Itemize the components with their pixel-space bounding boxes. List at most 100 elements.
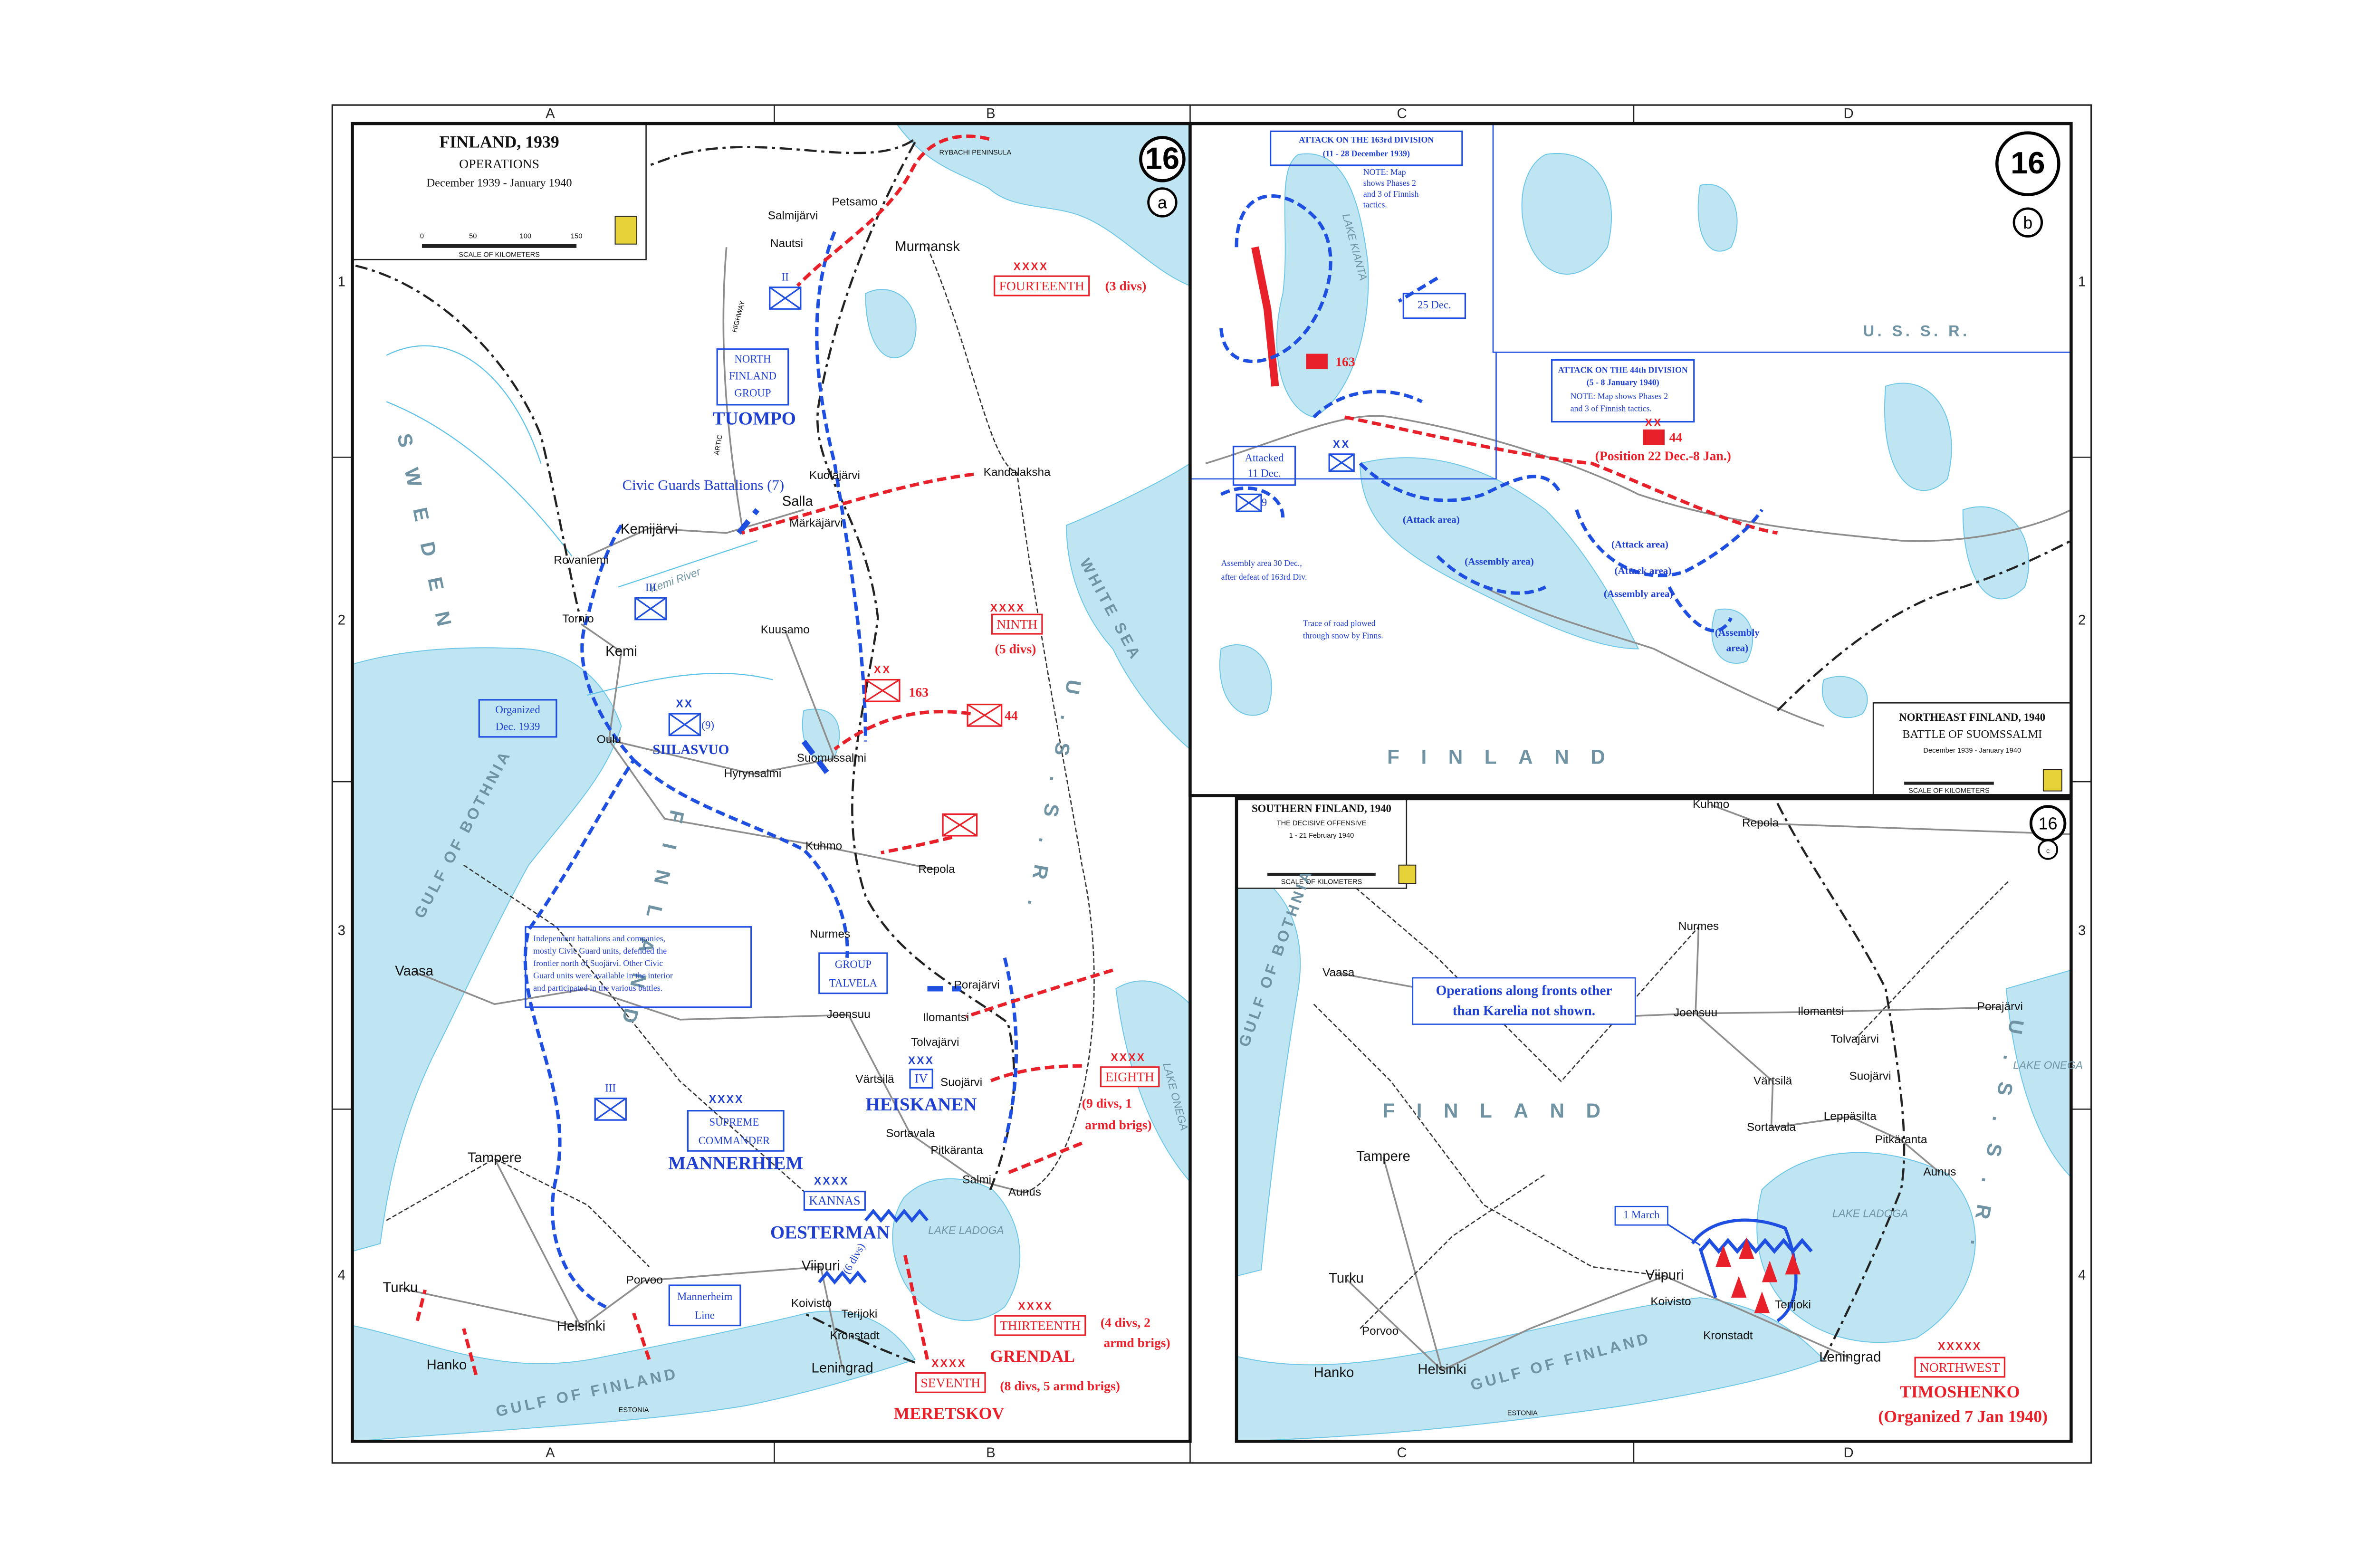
region-name: LAKE ONEGA: [2013, 1059, 2083, 1071]
inset-note: NOTE: Map shows Phases 2: [1571, 392, 1668, 401]
sweden-border: [355, 264, 583, 621]
place-name: Turku: [1329, 1271, 1364, 1286]
row-label: 1: [338, 275, 345, 290]
inset-label: XX: [1333, 438, 1351, 450]
map-number: 16: [1145, 141, 1179, 175]
column-label: A: [546, 106, 555, 121]
inset-label: (Assembly area): [1465, 555, 1534, 567]
soviet-163-column: [1251, 246, 1279, 387]
inset-note: and 3 of Finnish: [1363, 189, 1419, 199]
title: FINLAND, 1939: [439, 133, 559, 152]
place-name: Viipuri: [1646, 1268, 1684, 1283]
railways: [386, 247, 1095, 1267]
unit-label: (8 divs, 5 armd brigs): [1000, 1378, 1120, 1393]
map-a: [351, 122, 1192, 1443]
scale-tick: 50: [469, 232, 477, 240]
column-label: B: [986, 106, 996, 121]
inset-label: XX: [1645, 416, 1663, 429]
gulf-of-finland: [352, 1310, 916, 1442]
place-name: Hyrynsalmi: [724, 767, 782, 780]
place-name: Joensuu: [1674, 1006, 1717, 1019]
unit-label: SIILASVUO: [652, 742, 729, 757]
place-name: Koivisto: [1650, 1295, 1691, 1308]
place-name: Kuusamo: [761, 623, 810, 636]
inset-header: ATTACK ON THE 163rd DIVISION: [1299, 135, 1434, 144]
inset-header: (11 - 28 December 1939): [1323, 149, 1410, 159]
place-name: Tolvajärvi: [1830, 1033, 1879, 1046]
column-label: B: [986, 1445, 996, 1461]
place-name: Murmansk: [895, 239, 960, 254]
place-name: Pitkäranta: [1875, 1133, 1927, 1146]
unit-label: IV: [915, 1072, 928, 1086]
unit-label: NORTHWEST: [1920, 1360, 2000, 1375]
scale-tick: 100: [520, 232, 531, 240]
map-b-frame: [1188, 122, 2073, 797]
place-name: Salla: [782, 494, 814, 509]
title: THE DECISIVE OFFENSIVE: [1277, 820, 1367, 827]
place-name: Nautsi: [770, 237, 803, 250]
unit-label: Dec. 1939: [496, 721, 540, 733]
inset-boundary: [1492, 124, 2071, 353]
place-name: Tornio: [562, 612, 594, 625]
column-label: D: [1843, 1445, 1853, 1461]
gulf-of-bothnia: [1236, 864, 1301, 1277]
unit-label: KANNAS: [809, 1194, 860, 1207]
inset-label: (Position 22 Dec.-8 Jan.): [1595, 449, 1731, 463]
unit-label: XX: [874, 663, 891, 676]
inset-label: area): [1726, 642, 1749, 653]
row-label: 3: [2078, 923, 2086, 938]
unit-symbols: [1232, 130, 1695, 512]
outer-frame: [331, 104, 2092, 1464]
soviet-unit-symbols: [864, 679, 1003, 837]
unit-label: NORTH: [734, 353, 771, 365]
unit-label: OESTERMAN: [770, 1223, 890, 1243]
inset-header: (5 - 8 January 1940): [1587, 377, 1659, 387]
place-name: Värtsilä: [855, 1073, 894, 1086]
scale-label: SCALE OF KILOMETERS: [1281, 878, 1362, 886]
unit-label: XXXX: [1014, 260, 1049, 272]
row-label: 4: [2078, 1268, 2086, 1283]
soviet-attacks: [1715, 1237, 1801, 1313]
unit-label: TUOMPO: [712, 408, 796, 429]
date-box: [1614, 1205, 1668, 1226]
scale-tick: 0: [420, 232, 424, 240]
unit-label: TALVELA: [829, 977, 878, 989]
scale-label: SCALE OF KILOMETERS: [1908, 787, 1990, 794]
unit-label: FOURTEENTH: [999, 278, 1084, 293]
place-name: RYBACHI PENINSULA: [939, 149, 1011, 157]
unit-box: [909, 1069, 933, 1089]
place-name: Kuolajärvi: [809, 469, 860, 482]
unit-label: XXXX: [1018, 1300, 1053, 1312]
column-label: D: [1843, 106, 1853, 121]
inset-note: NOTE: Map: [1363, 167, 1406, 177]
rivers: [386, 345, 773, 696]
white-sea: [1066, 462, 1191, 750]
unit-label: (Organized 7 Jan 1940): [1878, 1407, 2048, 1426]
unit-label: (9 divs, 1: [1082, 1096, 1132, 1110]
unit-label: (5 divs): [995, 641, 1036, 656]
unit-box: [994, 1315, 1086, 1336]
map-number-circle: [1139, 136, 1186, 182]
inset-label: (Attack area): [1615, 565, 1672, 576]
inset-label: through snow by Finns.: [1303, 631, 1383, 641]
place-name: Tampere: [468, 1150, 522, 1166]
inset-header: ATTACK ON THE 44th DIVISION: [1558, 365, 1688, 374]
place-name: Värtsilä: [1753, 1074, 1792, 1087]
place-name: ESTONIA: [619, 1406, 649, 1414]
place-name: Joensuu: [827, 1008, 871, 1021]
row-label: 2: [338, 613, 345, 628]
unit-label: (4 divs, 2: [1101, 1315, 1150, 1330]
inset-label: U. S. S. R.: [1863, 323, 1970, 340]
soviet-44-column: [1344, 415, 1778, 535]
soviet-attacks: [415, 134, 1113, 1376]
place-name: Tolvajärvi: [911, 1036, 959, 1049]
unit-label: NINTH: [996, 617, 1037, 631]
title: NORTHEAST FINLAND, 1940: [1899, 711, 2045, 723]
note-line: Guard units were available in the interi…: [533, 971, 673, 980]
unit-label: XXXX: [931, 1357, 967, 1369]
unit-label: armd brigs): [1085, 1117, 1151, 1132]
place-name: Märkäjärvi: [789, 517, 843, 530]
scale-bar: [1267, 864, 1417, 884]
place-name: Kemi: [605, 644, 637, 659]
